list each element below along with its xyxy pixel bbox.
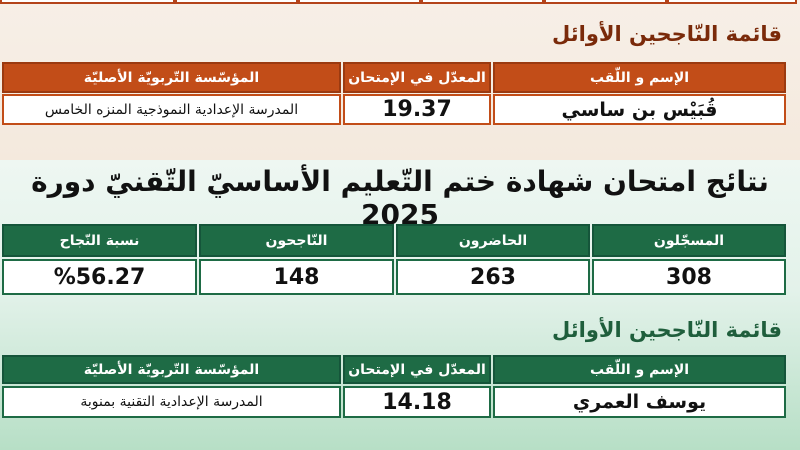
strip-cell: [667, 0, 797, 4]
strip-cell: [175, 0, 298, 4]
brown-header-school: المؤسّسة التّربويّة الأصليّة: [2, 62, 341, 93]
results-title: نتائج امتحان شهادة ختم التّعليم الأساسيّ…: [31, 165, 769, 231]
brown-section-heading: قائمة النّاجحين الأوائل: [552, 22, 782, 46]
brown-row-school: المدرسة الإعدادية النموذجية المنزه الخام…: [2, 94, 341, 125]
green-header-name: الإسم و اللّقب: [493, 355, 786, 384]
stats-header-passed: النّاجحون: [199, 224, 394, 257]
brown-row-average: 19.37: [343, 94, 491, 125]
strip-cell: [0, 0, 175, 4]
stats-header-rate: نسبة النّجاح: [2, 224, 197, 257]
green-header-school: المؤسّسة التّربويّة الأصليّة: [2, 355, 341, 384]
brown-header-name: الإسم و اللّقب: [493, 62, 786, 93]
stats-header-present: الحاضرون: [396, 224, 590, 257]
green-row-average: 14.18: [343, 386, 491, 418]
strip-cell: [421, 0, 544, 4]
strip-cell: [298, 0, 421, 4]
stats-value-rate: %56.27: [2, 259, 197, 295]
stats-header-registered: المسجّلون: [592, 224, 786, 257]
green-section-heading: قائمة النّاجحين الأوائل: [552, 318, 782, 342]
stats-value-present: 263: [396, 259, 590, 295]
brown-row-name: قُبَيْس بن ساسي: [493, 94, 786, 125]
stats-value-passed: 148: [199, 259, 394, 295]
green-row-name: يوسف العمري: [493, 386, 786, 418]
green-row-school: المدرسة الإعدادية التقنية بمنوبة: [2, 386, 341, 418]
green-header-average: المعدّل في الإمتحان: [343, 355, 491, 384]
strip-cell: [544, 0, 667, 4]
stats-value-registered: 308: [592, 259, 786, 295]
brown-header-average: المعدّل في الإمتحان: [343, 62, 491, 93]
